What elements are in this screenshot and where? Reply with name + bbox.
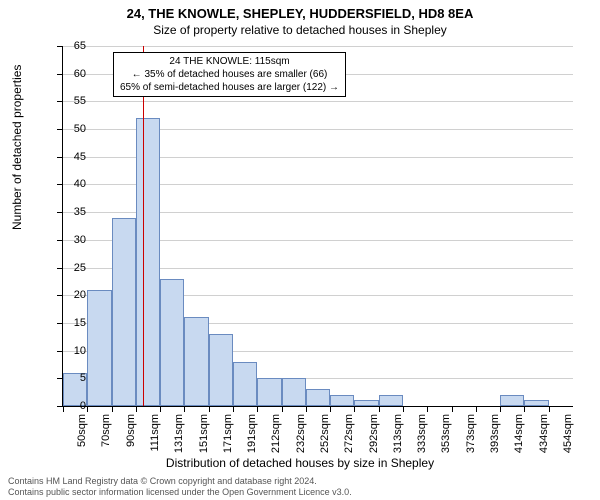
y-tick-label: 20 [56,289,86,301]
x-tick [160,406,161,412]
x-tick-label: 272sqm [343,414,355,454]
histogram-bar [354,400,378,406]
x-tick [257,406,258,412]
x-tick-label: 414sqm [513,414,525,454]
y-tick-label: 15 [56,317,86,329]
annotation-line2: ← 35% of detached houses are smaller (66… [120,68,339,81]
x-tick [379,406,380,412]
histogram-bar [87,290,111,406]
x-tick-label: 90sqm [125,414,137,454]
x-tick [427,406,428,412]
y-tick-label: 0 [56,400,86,412]
x-tick-label: 292sqm [368,414,380,454]
chart-title-sub: Size of property relative to detached ho… [0,21,600,37]
x-tick [209,406,210,412]
y-tick-label: 65 [56,40,86,52]
x-tick-label: 131sqm [173,414,185,454]
histogram-bar [330,395,354,406]
x-tick [282,406,283,412]
x-tick-label: 111sqm [149,414,161,454]
annotation-box: 24 THE KNOWLE: 115sqm ← 35% of detached … [113,52,346,97]
x-tick-label: 50sqm [76,414,88,454]
chart-plot-area: 24 THE KNOWLE: 115sqm ← 35% of detached … [62,46,573,407]
gridline [63,46,573,47]
y-tick-label: 55 [56,95,86,107]
x-tick-label: 333sqm [416,414,428,454]
x-tick-label: 252sqm [319,414,331,454]
chart-title-main: 24, THE KNOWLE, SHEPLEY, HUDDERSFIELD, H… [0,0,600,21]
footer-line1: Contains HM Land Registry data © Crown c… [8,476,352,487]
x-tick [476,406,477,412]
histogram-bar [282,378,306,406]
x-tick-label: 393sqm [489,414,501,454]
footer-line2: Contains public sector information licen… [8,487,352,498]
y-tick-label: 25 [56,262,86,274]
x-tick [306,406,307,412]
y-tick-label: 50 [56,123,86,135]
y-tick-label: 30 [56,234,86,246]
y-tick-label: 60 [56,68,86,80]
x-tick-label: 434sqm [538,414,550,454]
x-tick [136,406,137,412]
gridline [63,101,573,102]
x-tick-label: 373sqm [465,414,477,454]
x-tick [354,406,355,412]
x-tick [233,406,234,412]
x-tick [524,406,525,412]
histogram-bar [524,400,548,406]
histogram-bar [136,118,160,406]
x-tick [452,406,453,412]
annotation-line3: 65% of semi-detached houses are larger (… [120,81,339,94]
histogram-bar [233,362,257,406]
y-axis-label: Number of detached properties [10,65,24,230]
y-tick-label: 40 [56,178,86,190]
x-tick-label: 313sqm [392,414,404,454]
x-tick-label: 353sqm [440,414,452,454]
x-tick [112,406,113,412]
x-tick [87,406,88,412]
y-tick-label: 10 [56,345,86,357]
x-tick [184,406,185,412]
y-tick-label: 45 [56,151,86,163]
x-tick-label: 454sqm [562,414,574,454]
footer-attribution: Contains HM Land Registry data © Crown c… [8,476,352,498]
x-tick-label: 212sqm [270,414,282,454]
histogram-bar [160,279,184,406]
reference-marker-line [143,46,144,406]
histogram-bar [306,389,330,406]
x-tick-label: 171sqm [222,414,234,454]
histogram-bar [257,378,281,406]
x-tick-label: 151sqm [198,414,210,454]
x-tick-label: 191sqm [246,414,258,454]
histogram-bar [379,395,403,406]
histogram-bar [209,334,233,406]
y-tick-label: 35 [56,206,86,218]
x-tick [403,406,404,412]
histogram-bar [500,395,524,406]
x-tick [549,406,550,412]
x-tick-label: 232sqm [295,414,307,454]
histogram-bar [184,317,208,406]
histogram-bar [112,218,136,406]
x-tick-label: 70sqm [100,414,112,454]
x-tick [500,406,501,412]
annotation-line1: 24 THE KNOWLE: 115sqm [120,55,339,68]
y-tick-label: 5 [56,372,86,384]
x-axis-label: Distribution of detached houses by size … [0,456,600,470]
x-tick [330,406,331,412]
